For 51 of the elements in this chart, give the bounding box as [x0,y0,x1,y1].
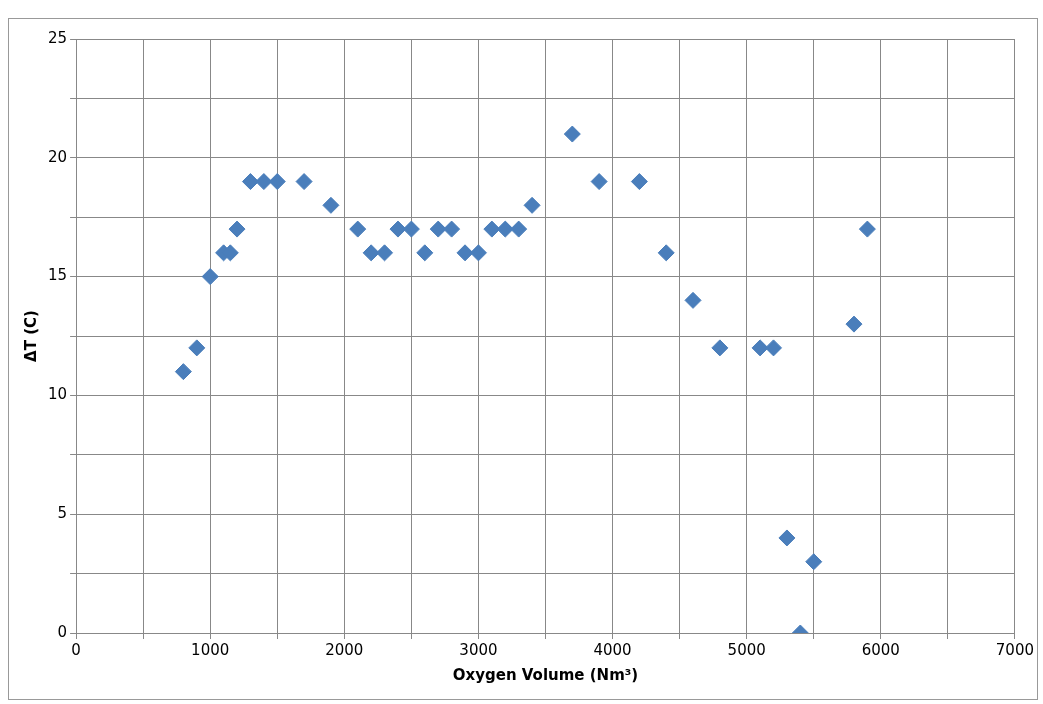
point [805,553,823,571]
point [402,220,420,238]
point [429,220,447,238]
y-tick-label: 10 [47,385,68,404]
point [322,196,340,214]
point [657,244,675,262]
y-tick-label: 0 [57,622,68,641]
point [268,173,286,191]
point [416,244,434,262]
y-tick-label: 15 [47,266,68,285]
point [174,363,192,381]
y-tick-label: 20 [47,147,68,166]
point [778,529,796,547]
point [765,339,782,357]
y-axis-title: ΔT (C) [21,310,40,362]
point [201,268,219,286]
point [241,173,259,191]
y-tick-label: 5 [57,504,68,523]
point [711,339,729,357]
x-tick-label: 6000 [861,640,900,659]
x-tick-label: 7000 [995,640,1035,659]
point [630,173,648,191]
x-tick-label: 5000 [727,640,766,659]
point [523,196,541,214]
x-tick-label: 1000 [191,640,230,659]
x-tick-label: 2000 [325,640,364,659]
point [510,220,528,238]
point [228,220,246,238]
point [349,220,367,238]
point [456,244,474,262]
point [295,173,313,191]
point [684,291,702,309]
point [845,315,863,333]
point [376,244,394,262]
point [389,220,407,238]
point [255,173,273,191]
point [469,244,487,262]
point [483,220,501,238]
y-tick-label: 25 [47,28,68,47]
point [858,220,876,238]
x-axis-title: Oxygen Volume (Nm³) [452,665,639,684]
x-tick-label: 3000 [459,640,498,659]
point [751,339,769,357]
point [590,173,608,191]
point [362,244,380,262]
x-tick-label: 4000 [593,640,632,659]
point [188,339,206,357]
point [443,220,461,238]
x-tick-label: 0 [71,640,81,659]
point [496,220,514,238]
point [563,125,581,143]
